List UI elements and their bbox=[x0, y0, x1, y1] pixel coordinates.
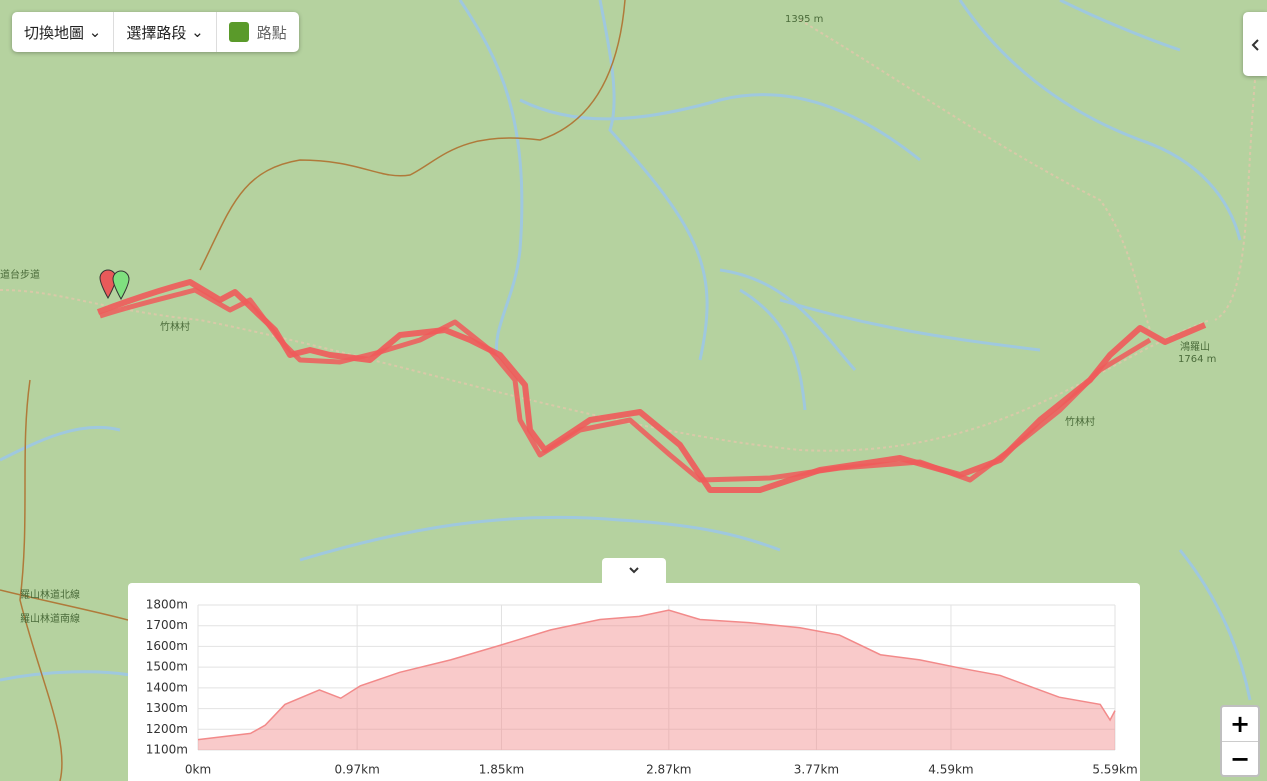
x-tick-label: 1.85km bbox=[479, 763, 524, 777]
y-tick-label: 1500m bbox=[146, 660, 188, 674]
chevron bbox=[1251, 39, 1259, 51]
zoom-in[interactable]: + bbox=[1222, 707, 1258, 742]
x-tick-label: 0km bbox=[185, 763, 211, 777]
map-label: 1764 m bbox=[1178, 354, 1216, 365]
button-label: 選擇路段 bbox=[126, 23, 187, 42]
map-label: 羅山林道北線 bbox=[20, 588, 80, 601]
roads bbox=[0, 0, 626, 781]
y-tick-label: 1800m bbox=[146, 598, 188, 612]
map-label: 羅山林道南線 bbox=[20, 612, 80, 625]
elevation-chart: 1100m 1200m 1300m 1400m 1500m 1600m 1700m 1800m… bbox=[146, 598, 1138, 777]
waypoints-toggle[interactable]: 路點 bbox=[217, 12, 299, 52]
elevation-panel: 1100m 1200m 1300m 1400m 1500m 1600m 1700m 1800m… bbox=[128, 583, 1140, 781]
x-tick-label: 0.97km bbox=[334, 763, 379, 777]
y-tick-label: 1700m bbox=[146, 618, 188, 632]
checkbox[interactable] bbox=[228, 22, 249, 42]
toggle-label: 路點 bbox=[256, 23, 287, 42]
x-tick-label: 3.77km bbox=[794, 763, 839, 777]
map-label: 竹林村 bbox=[1065, 415, 1095, 428]
toolbar: 切換地圖 ⌄ 選擇路段 ⌄ 路點 bbox=[12, 12, 299, 52]
zoom-out[interactable]: − bbox=[1229, 745, 1251, 773]
button-label: 切換地圖 bbox=[24, 23, 85, 42]
segment-select-button[interactable]: 選擇路段 ⌄ bbox=[114, 12, 217, 52]
map-label: 鴻羅山 bbox=[1180, 340, 1210, 353]
x-tick-label: 4.59km bbox=[928, 763, 973, 777]
route-track bbox=[96, 279, 1207, 493]
map-label: 1395 m bbox=[785, 14, 823, 25]
route-track bbox=[99, 287, 1152, 483]
x-tick-label: 5.59km bbox=[1092, 763, 1137, 777]
zoom-control: + − bbox=[1220, 705, 1260, 777]
map-label: 竹林村 bbox=[160, 320, 190, 333]
elevation-line bbox=[197, 609, 1116, 741]
side-panel-toggle[interactable] bbox=[1243, 12, 1267, 76]
map-label: 道台步道 bbox=[0, 268, 40, 281]
profile-toggle[interactable] bbox=[602, 558, 666, 584]
elevation-area bbox=[198, 610, 1115, 750]
y-tick-label: 1200m bbox=[146, 722, 188, 736]
map-switch-button[interactable]: 切換地圖 ⌄ bbox=[12, 12, 115, 52]
y-tick-label: 1600m bbox=[146, 639, 188, 653]
markers bbox=[99, 269, 130, 301]
y-tick-label: 1100m bbox=[146, 743, 188, 757]
streams bbox=[0, 0, 1252, 701]
chevron bbox=[629, 567, 639, 574]
trails bbox=[0, 19, 1256, 452]
y-tick-label: 1300m bbox=[146, 701, 188, 715]
y-tick-label: 1400m bbox=[146, 680, 188, 694]
x-tick-label: 2.87km bbox=[646, 763, 691, 777]
